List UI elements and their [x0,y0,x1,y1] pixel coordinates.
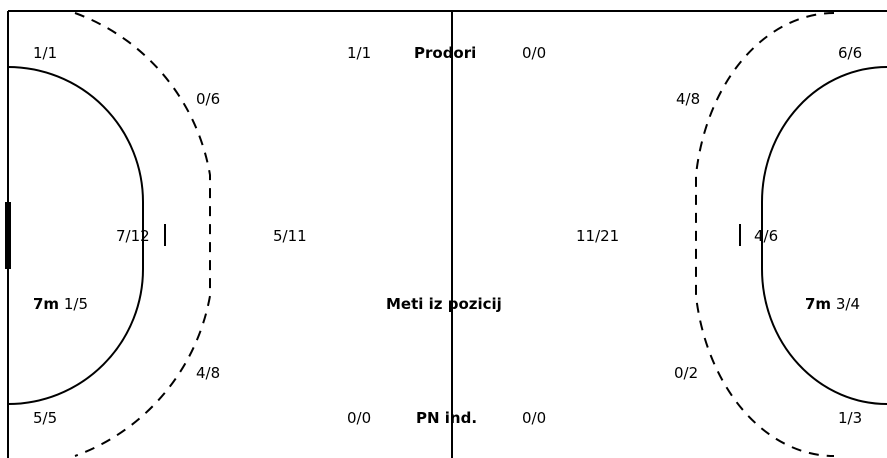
left-7m-label: 7m [33,295,60,313]
right-center-back-stat: 11/21 [576,227,620,245]
right-corner-bottom-stat: 1/3 [838,409,863,427]
fast-break-label: PN ind. [416,409,478,427]
right-6m-line [761,66,887,405]
left-7m-stat: 7m 1/5 [33,295,88,313]
left-fast-break-stat: 0/0 [347,409,372,427]
right-center-6m-stat: 4/6 [754,227,779,245]
left-center-6m-stat: 7/12 [116,227,150,245]
breakthroughs-label: Prodori [414,44,477,62]
left-wing-top-stat: 0/6 [196,90,221,108]
right-7m-label: 7m [805,295,832,313]
left-breakthroughs-stat: 1/1 [347,44,372,62]
left-goal [5,202,11,269]
left-wing-bottom-stat: 4/8 [196,364,221,382]
right-fast-break-stat: 0/0 [522,409,547,427]
left-corner-top-stat: 1/1 [33,44,58,62]
right-wing-bottom-stat: 0/2 [674,364,699,382]
right-7m-value: 3/4 [835,295,860,313]
left-center-back-stat: 5/11 [273,227,307,245]
right-7m-stat: 7m 3/4 [805,295,860,313]
right-corner-top-stat: 6/6 [838,44,863,62]
left-corner-bottom-stat: 5/5 [33,409,58,427]
right-9m-line [695,12,835,457]
right-breakthroughs-stat: 0/0 [522,44,547,62]
positional-shots-label: Meti iz pozicij [386,295,502,313]
left-7m-value: 1/5 [63,295,88,313]
left-9m-line [74,12,211,457]
right-wing-top-stat: 4/8 [676,90,701,108]
left-6m-line [7,66,144,405]
